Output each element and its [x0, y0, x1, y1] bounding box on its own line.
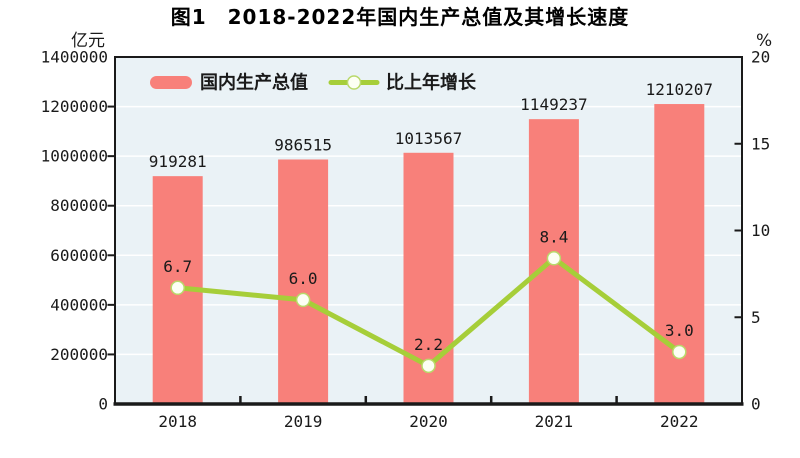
- line-value-label: 3.0: [665, 321, 694, 340]
- x-tick-label: 2019: [284, 412, 323, 431]
- line-marker: [546, 251, 562, 266]
- x-tick-label: 2020: [409, 412, 448, 431]
- bar-value-label: 1013567: [395, 129, 462, 148]
- right-tick-label: 5: [751, 308, 761, 327]
- left-tick-label: 1000000: [41, 147, 108, 166]
- line-marker: [170, 280, 185, 296]
- line-marker: [672, 344, 687, 360]
- axis-ticks: [107, 105, 742, 403]
- left-tick-label: 1200000: [41, 97, 108, 116]
- line-value-label: 6.7: [163, 257, 192, 276]
- left-tick-label: 400000: [50, 295, 108, 314]
- right-axis-title: %: [756, 31, 772, 51]
- axis-labels: 0 200000 400000 600000 800000 1000000 1200000 1…: [41, 48, 771, 432]
- line-value-label: 6.0: [289, 269, 318, 288]
- legend: 国内生产总值 比上年增长: [150, 72, 477, 94]
- legend-bar-swatch: [150, 76, 192, 89]
- left-tick-label: 600000: [50, 246, 108, 265]
- left-tick-label: 800000: [50, 196, 108, 215]
- legend-line-marker: [346, 75, 362, 90]
- bar-value-label: 986515: [274, 135, 332, 154]
- left-tick-label: 0: [98, 395, 108, 414]
- x-tick-label: 2021: [535, 412, 574, 431]
- bar-2019: [278, 159, 329, 404]
- chart-title: 图1 2018-2022年国内生产总值及其增长速度: [170, 5, 630, 29]
- line-marker: [421, 358, 436, 374]
- right-tick-label: 20: [751, 48, 770, 67]
- x-tick-label: 2022: [660, 412, 699, 431]
- right-tick-label: 15: [751, 134, 770, 153]
- x-tick-label: 2018: [158, 412, 197, 431]
- bar-value-label: 1149237: [520, 95, 587, 114]
- right-tick-label: 10: [751, 221, 770, 240]
- data-labels: 919281 986515 1013567 1149237 1210207 6.7 6.0 2…: [149, 80, 713, 354]
- line-value-label: 8.4: [539, 227, 568, 246]
- growth-line: [170, 251, 687, 374]
- line-value-label: 2.2: [414, 335, 443, 354]
- left-tick-label: 200000: [50, 345, 108, 364]
- bar-value-label: 1210207: [646, 80, 713, 99]
- legend-line-label: 比上年增长: [386, 72, 477, 94]
- chart-svg: 919281 986515 1013567 1149237 1210207 6.7 6.0 2…: [41, 31, 773, 432]
- right-tick-label: 0: [751, 395, 761, 414]
- bar-value-label: 919281: [149, 152, 207, 171]
- left-tick-label: 1400000: [41, 48, 108, 67]
- legend-bar-label: 国内生产总值: [200, 72, 308, 94]
- left-axis-title: 亿元: [71, 31, 105, 51]
- line-marker: [295, 292, 311, 308]
